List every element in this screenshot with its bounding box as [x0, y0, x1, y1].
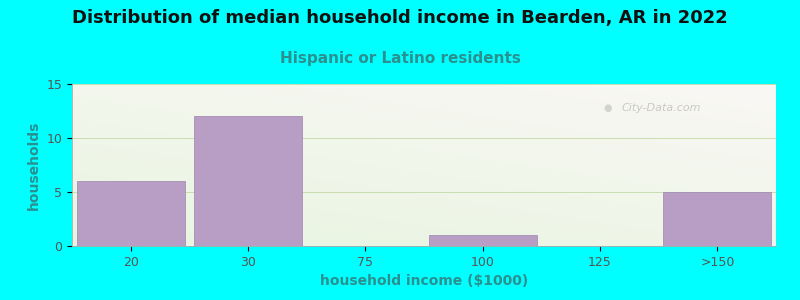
Text: City-Data.com: City-Data.com	[621, 103, 701, 113]
Text: ●: ●	[603, 103, 612, 113]
Text: Distribution of median household income in Bearden, AR in 2022: Distribution of median household income …	[72, 9, 728, 27]
Bar	[663, 192, 771, 246]
X-axis label: household income ($1000): household income ($1000)	[320, 274, 528, 288]
Bar	[77, 181, 185, 246]
Bar	[429, 235, 537, 246]
Y-axis label: households: households	[27, 120, 41, 210]
Bar	[194, 116, 302, 246]
Text: Hispanic or Latino residents: Hispanic or Latino residents	[279, 51, 521, 66]
